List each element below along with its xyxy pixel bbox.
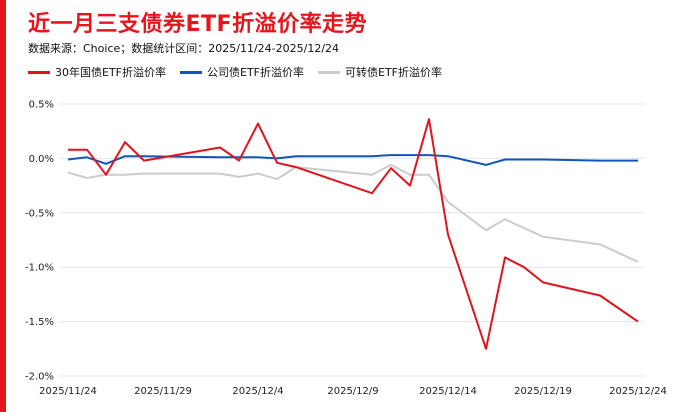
grid — [60, 103, 644, 377]
legend-item-bond30: 30年国债ETF折溢价率 — [28, 64, 166, 80]
y-tick-label: -2.0% — [25, 372, 54, 383]
x-tick-label: 2025/12/19 — [514, 386, 572, 397]
chart-subtitle: 数据来源：Choice；数据统计区间：2025/11/24-2025/12/24 — [28, 42, 340, 55]
x-tick-label: 2025/12/9 — [327, 386, 378, 397]
series-lines — [67, 118, 639, 350]
y-tick-label: -1.5% — [25, 317, 54, 328]
y-tick-label: 0.5% — [29, 100, 54, 111]
legend-item-corpbond: 公司债ETF折溢价率 — [180, 64, 304, 80]
x-tick-label: 2025/11/29 — [134, 386, 192, 397]
series-line-corpbond — [67, 154, 638, 166]
y-tick-label: -1.0% — [25, 263, 54, 274]
series-line-bond30 — [68, 118, 639, 350]
accent-bar — [0, 0, 6, 412]
legend-label-bond30: 30年国债ETF折溢价率 — [55, 66, 166, 79]
legend-label-convbond: 可转债ETF折溢价率 — [345, 66, 442, 79]
legend: 30年国债ETF折溢价率 公司债ETF折溢价率 可转债ETF折溢价率 — [28, 64, 442, 80]
legend-swatch-corpbond — [180, 70, 202, 74]
legend-item-convbond: 可转债ETF折溢价率 — [318, 64, 442, 80]
x-tick-label: 2025/12/14 — [419, 386, 477, 397]
y-tick-label: -0.5% — [25, 208, 54, 219]
series-line-convbond — [67, 163, 639, 263]
legend-swatch-convbond — [318, 70, 340, 74]
legend-label-corpbond: 公司债ETF折溢价率 — [207, 66, 304, 79]
x-tick-label: 2025/11/24 — [39, 386, 97, 397]
x-axis: 2025/11/24 2025/11/29 2025/12/4 2025/12/9 20… — [39, 386, 667, 397]
x-tick-label: 2025/12/4 — [232, 386, 283, 397]
y-tick-label: 0.0% — [29, 154, 54, 165]
x-tick-label: 2025/12/24 — [609, 386, 667, 397]
y-axis: 0.5% 0.0% -0.5% -1.0% -1.5% -2.0% — [25, 100, 54, 383]
chart-title: 近一月三支债券ETF折溢价率走势 — [28, 12, 368, 37]
legend-swatch-bond30 — [28, 70, 50, 74]
